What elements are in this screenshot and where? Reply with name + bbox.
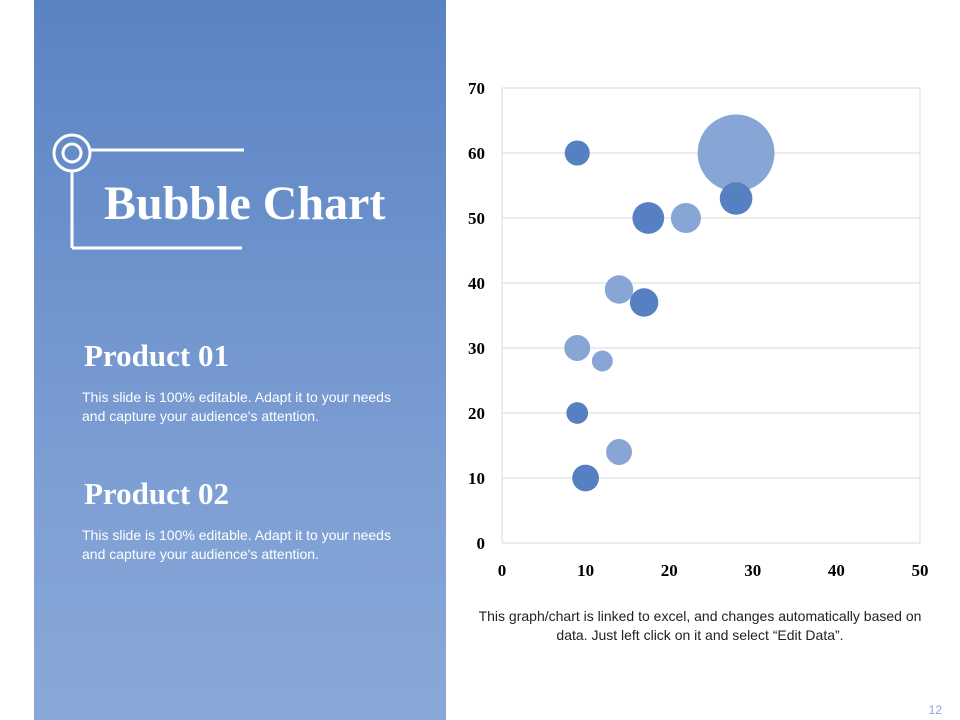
x-tick-label: 10 xyxy=(577,561,594,580)
bubble-chart[interactable]: 0 10 20 30 40 50 60 70 0 10 20 30 40 50 xyxy=(446,60,960,600)
bubble-s1-3[interactable] xyxy=(719,182,753,215)
x-tick-label: 0 xyxy=(498,561,507,580)
y-tick-label: 10 xyxy=(468,469,485,488)
left-panel: Bubble Chart Product 01 This slide is 10… xyxy=(34,0,446,720)
bubble-s2-2[interactable] xyxy=(670,202,701,234)
y-tick-label: 60 xyxy=(468,144,485,163)
bubble-s1-4[interactable] xyxy=(629,288,659,317)
x-tick-label: 40 xyxy=(828,561,845,580)
product-02-description: This slide is 100% editable. Adapt it to… xyxy=(82,527,391,562)
y-tick-label: 20 xyxy=(468,404,485,423)
y-tick-label: 0 xyxy=(477,534,486,553)
y-tick-label: 40 xyxy=(468,274,485,293)
bubble-s1-6[interactable] xyxy=(572,464,599,492)
ring-outer-icon xyxy=(52,133,92,173)
product-02-title: Product 02 xyxy=(84,476,229,511)
page-number: 12 xyxy=(928,703,942,717)
bubble-s1-1[interactable] xyxy=(564,140,590,166)
ring-inner-icon xyxy=(61,142,83,164)
bubble-s2-3[interactable] xyxy=(604,275,634,304)
y-tick-label: 50 xyxy=(468,209,485,228)
chart-note: This graph/chart is linked to excel, and… xyxy=(478,608,922,643)
bubble-s2-1[interactable] xyxy=(697,114,775,192)
bubble-s1-5[interactable] xyxy=(566,402,589,424)
x-tick-label: 50 xyxy=(912,561,929,580)
slide-title: Bubble Chart xyxy=(104,177,386,230)
bubble-s2-6[interactable] xyxy=(606,439,632,465)
y-tick-label: 70 xyxy=(468,79,485,98)
bubble-s2-4[interactable] xyxy=(564,335,591,361)
x-tick-label: 30 xyxy=(744,561,761,580)
product-01-title: Product 01 xyxy=(84,338,229,373)
product-01-description: This slide is 100% editable. Adapt it to… xyxy=(82,389,391,424)
bubble-s1-2[interactable] xyxy=(632,202,665,234)
bubble-s2-5[interactable] xyxy=(591,350,613,372)
x-tick-label: 20 xyxy=(661,561,678,580)
y-tick-label: 30 xyxy=(468,339,485,358)
